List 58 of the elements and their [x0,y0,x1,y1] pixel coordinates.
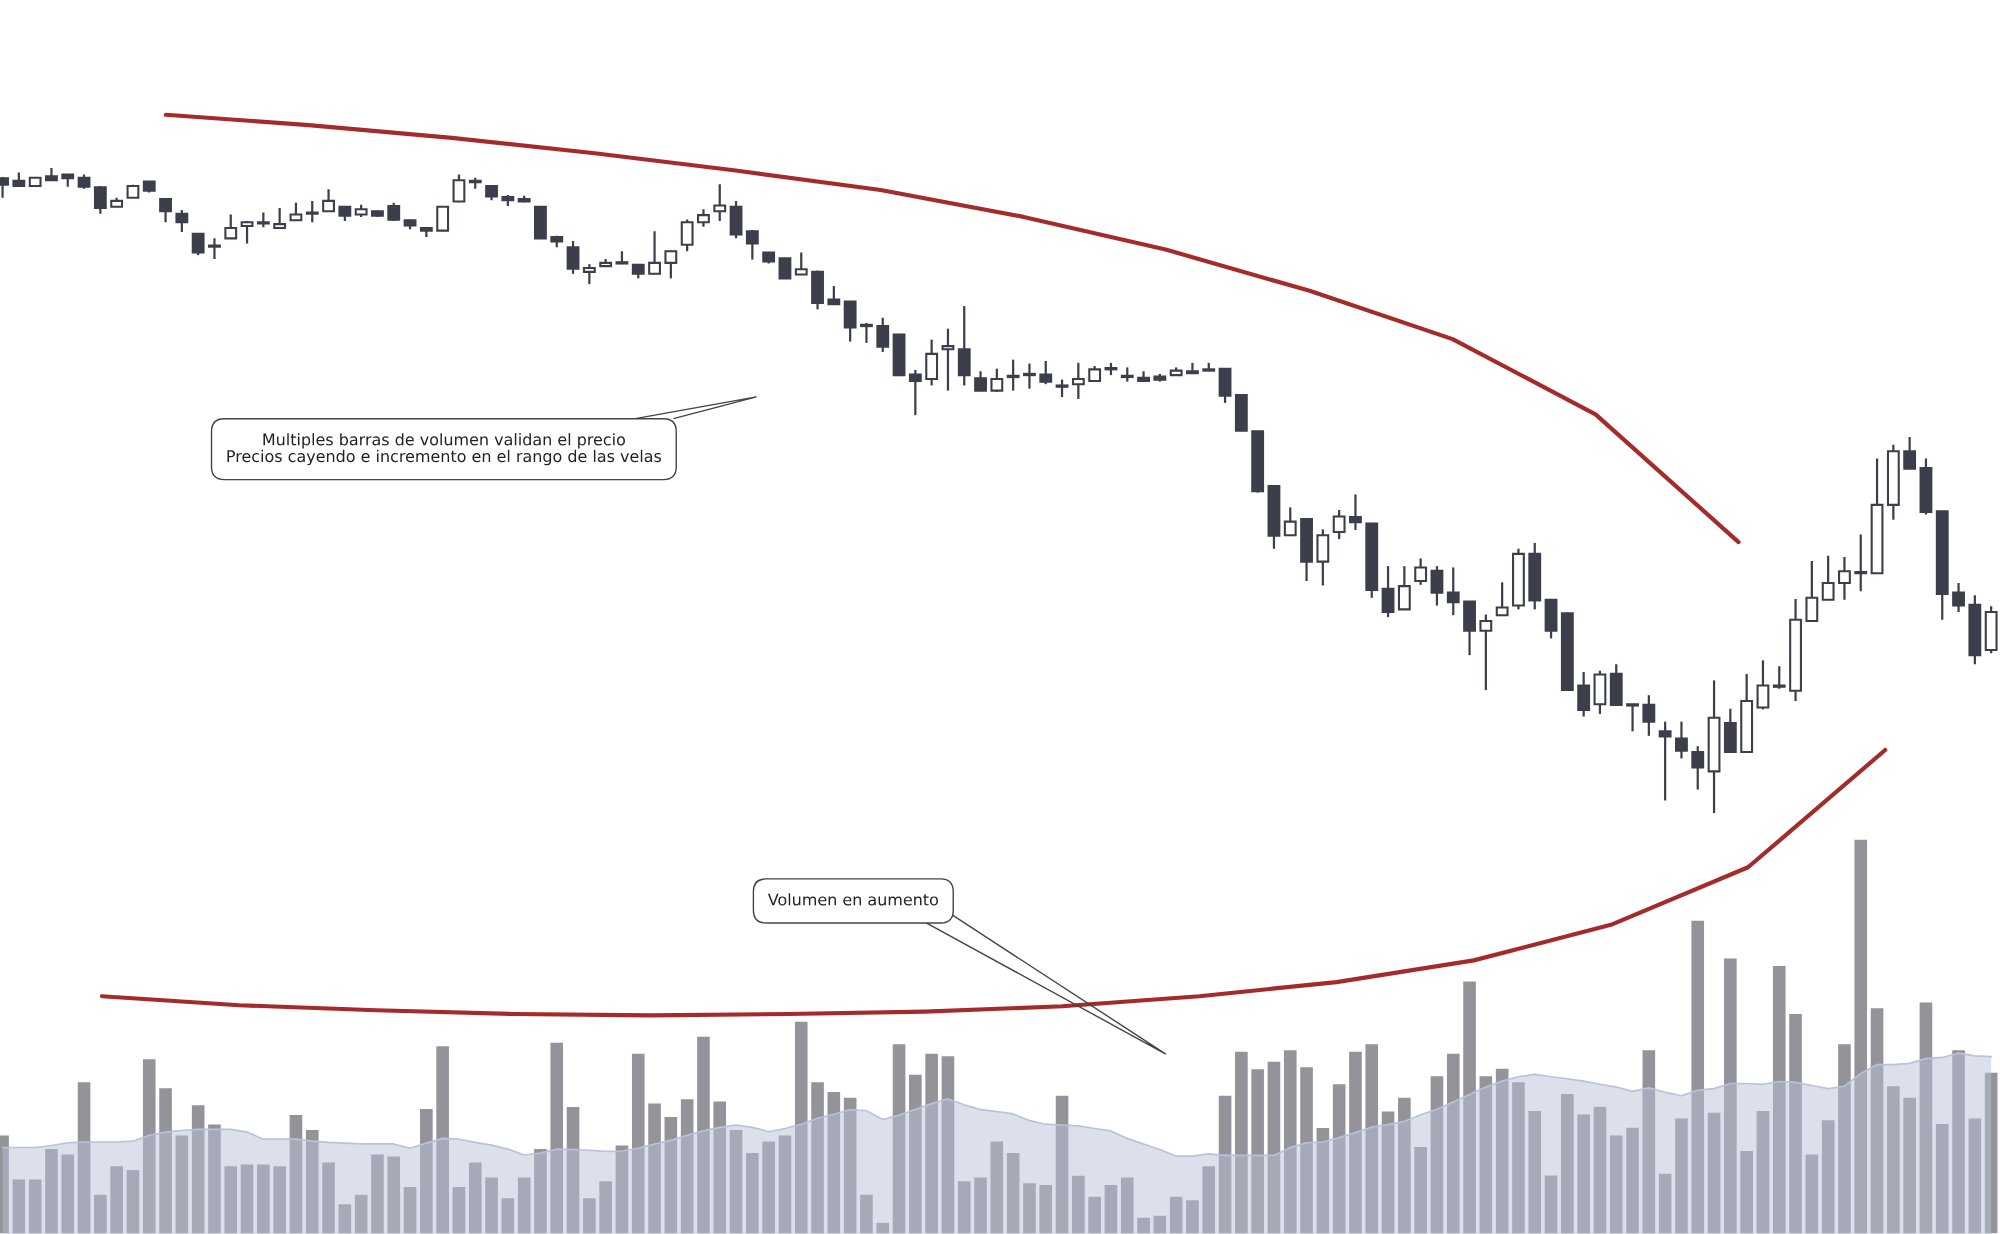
candlestick [713,183,727,223]
candlestick [794,251,808,277]
candlestick [1675,720,1688,760]
candlestick [224,213,238,240]
candlestick [175,208,189,233]
candlestick [1854,533,1868,593]
candlestick [305,199,319,224]
candlestick [664,249,678,280]
candlestick [680,218,694,253]
candlestick [159,197,172,224]
candlestick [1381,565,1395,619]
candlestick [908,368,922,417]
candlestick [1332,508,1346,541]
candlestick [1691,745,1705,791]
candlestick [745,228,759,261]
candlestick [778,256,792,281]
candlestick [648,230,661,276]
candlestick [941,327,955,392]
candlestick [1479,613,1493,692]
candlestick [1821,554,1835,602]
candlestick [1903,435,1917,471]
candlestick [1430,565,1444,607]
candlestick [1495,581,1509,617]
candlestick [1283,506,1297,537]
candlestick [1626,703,1639,733]
annotation: Volumen en aumento [767,893,938,906]
candlestick [387,201,401,223]
candlestick [273,206,287,230]
candlestick [1952,581,1965,614]
candlestick [1006,358,1020,392]
candlestick [322,188,335,213]
candlestick [1756,659,1770,711]
candlestick [1642,694,1656,737]
candlestick [1071,361,1085,401]
candlestick [1805,559,1819,623]
candlestick [582,263,596,286]
candlestick [289,201,303,223]
candlestick [1349,493,1362,532]
candlestick [1039,359,1053,386]
candlestick [990,367,1004,394]
candlestick [566,239,580,275]
candlestick [1397,565,1411,612]
candlestick [1414,557,1428,586]
candlestick [827,284,841,306]
annotation: Multiples barras de volumen validan el precio Precios cayendo e incremento en el rango de las velas [227,433,662,466]
candlestick [860,321,873,344]
candlestick [208,237,221,261]
candlestick [1446,566,1460,617]
candlestick [1658,720,1672,802]
candlestick [1023,362,1036,390]
candlestick [1772,665,1786,690]
candlestick [436,204,450,233]
candlestick [876,316,890,354]
candlestick [191,232,205,257]
candlestick [452,173,466,204]
candlestick [1838,556,1851,601]
candlestick [93,184,107,215]
candlestick [974,370,987,393]
